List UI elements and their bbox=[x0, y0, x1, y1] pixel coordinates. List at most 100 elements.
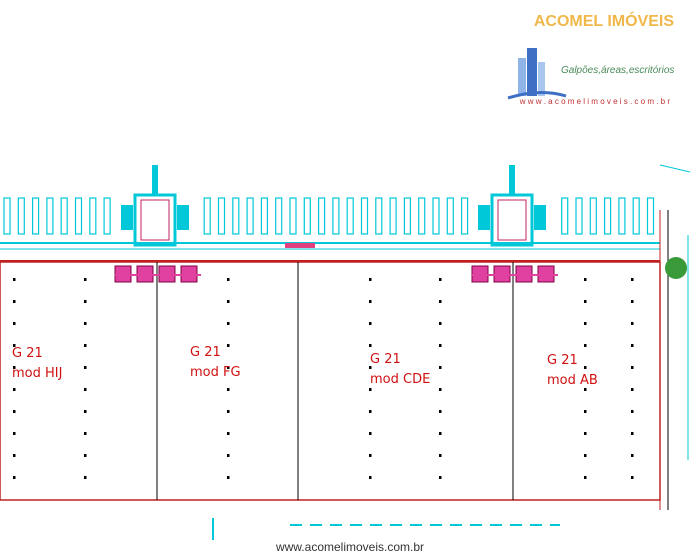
column bbox=[13, 454, 16, 457]
column bbox=[13, 300, 16, 303]
column bbox=[13, 366, 16, 369]
fence-post bbox=[360, 197, 369, 235]
fence-post bbox=[318, 197, 326, 235]
tower-inner bbox=[497, 199, 527, 241]
column bbox=[439, 410, 442, 413]
column bbox=[227, 344, 230, 347]
column bbox=[84, 454, 87, 457]
fence-post bbox=[432, 197, 440, 235]
fence-post bbox=[461, 197, 469, 235]
column bbox=[13, 278, 16, 281]
fence-post bbox=[632, 197, 640, 235]
column bbox=[227, 300, 230, 303]
logo bbox=[507, 48, 567, 100]
fence-post bbox=[217, 197, 226, 235]
fence-post bbox=[303, 197, 311, 235]
column bbox=[227, 322, 230, 325]
column bbox=[369, 366, 372, 369]
column bbox=[227, 432, 230, 435]
tower bbox=[509, 165, 515, 195]
column bbox=[631, 278, 634, 281]
column bbox=[584, 476, 587, 479]
column bbox=[584, 454, 587, 457]
fence-post bbox=[375, 197, 383, 235]
column bbox=[439, 278, 442, 281]
column bbox=[439, 366, 442, 369]
fence-post bbox=[332, 197, 340, 235]
fence-post bbox=[103, 197, 111, 235]
fence-post bbox=[289, 197, 297, 235]
fence-post bbox=[203, 197, 211, 235]
fence-post bbox=[418, 197, 426, 235]
tower bbox=[152, 165, 158, 195]
footer-url: www.acomelimoveis.com.br bbox=[275, 540, 424, 554]
column bbox=[369, 432, 372, 435]
column bbox=[439, 388, 442, 391]
column bbox=[439, 432, 442, 435]
tower-block bbox=[133, 193, 177, 247]
fence-post bbox=[74, 197, 83, 235]
column bbox=[84, 300, 87, 303]
fence-post bbox=[346, 197, 354, 235]
column bbox=[227, 454, 230, 457]
column bbox=[369, 344, 372, 347]
fence-post bbox=[603, 197, 612, 235]
fence-post bbox=[589, 197, 597, 235]
column bbox=[369, 410, 372, 413]
column bbox=[631, 300, 634, 303]
column bbox=[227, 366, 230, 369]
column bbox=[584, 322, 587, 325]
fence-post bbox=[60, 197, 68, 235]
fence-post bbox=[389, 197, 397, 235]
fence-post bbox=[275, 197, 283, 235]
tower-side bbox=[121, 205, 133, 230]
fence-post bbox=[46, 197, 54, 235]
module-code: G 21 bbox=[190, 345, 221, 360]
column bbox=[84, 344, 87, 347]
module-name: mod HIJ bbox=[12, 366, 62, 381]
tagline: Galpões,áreas,escritórios bbox=[561, 65, 674, 76]
column bbox=[84, 366, 87, 369]
module-code: G 21 bbox=[370, 352, 401, 367]
column bbox=[13, 388, 16, 391]
fence-post bbox=[232, 197, 240, 235]
module-code: G 21 bbox=[12, 346, 43, 361]
fence-post bbox=[260, 197, 268, 235]
column bbox=[439, 454, 442, 457]
column bbox=[13, 410, 16, 413]
logo-url: w w w . a c o m e l i m o v e i s . c o … bbox=[519, 97, 671, 106]
column bbox=[631, 344, 634, 347]
column bbox=[439, 344, 442, 347]
column bbox=[369, 388, 372, 391]
column bbox=[584, 344, 587, 347]
column bbox=[584, 278, 587, 281]
column bbox=[84, 476, 87, 479]
tower-side bbox=[534, 205, 546, 230]
fence-post bbox=[403, 197, 411, 235]
fence-post bbox=[31, 197, 40, 235]
column bbox=[584, 410, 587, 413]
drawing bbox=[0, 164, 691, 540]
column bbox=[84, 322, 87, 325]
column bbox=[631, 410, 634, 413]
fence-post bbox=[3, 197, 11, 235]
column bbox=[369, 454, 372, 457]
column bbox=[439, 300, 442, 303]
column bbox=[369, 476, 372, 479]
fence-post bbox=[618, 197, 626, 235]
column bbox=[227, 410, 230, 413]
module-name: mod AB bbox=[547, 373, 598, 388]
tower-side bbox=[478, 205, 490, 230]
column bbox=[439, 322, 442, 325]
column bbox=[84, 410, 87, 413]
column bbox=[84, 388, 87, 391]
column bbox=[631, 432, 634, 435]
fence-post bbox=[575, 197, 583, 235]
fence-post bbox=[17, 197, 25, 235]
fence-post bbox=[446, 197, 454, 235]
fence-post bbox=[646, 197, 655, 235]
fence-post bbox=[246, 197, 254, 235]
column bbox=[439, 476, 442, 479]
tower-side bbox=[177, 205, 189, 230]
